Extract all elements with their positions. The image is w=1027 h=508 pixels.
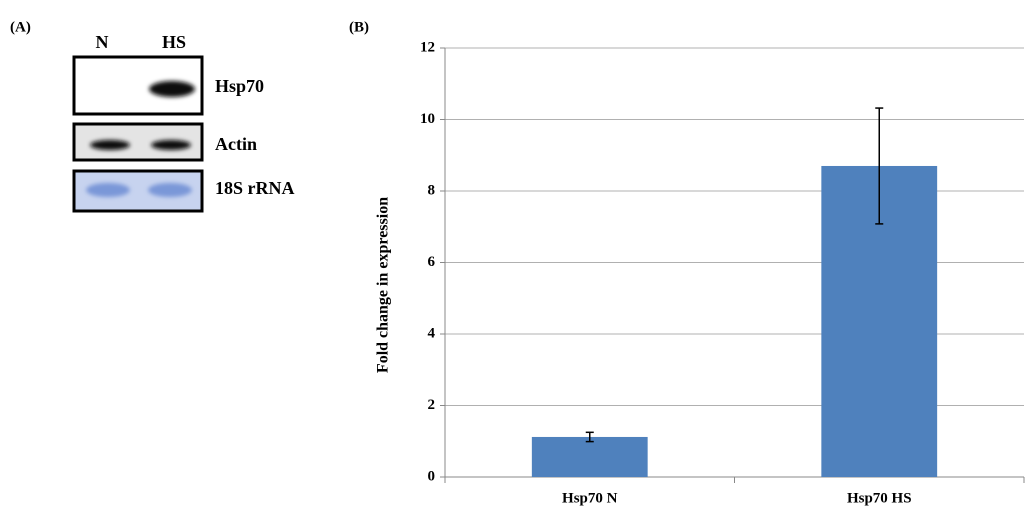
blot-band (90, 140, 130, 150)
lane-label: HS (162, 32, 186, 52)
x-tick-label: Hsp70 N (562, 490, 618, 506)
panel-label: (B) (349, 19, 369, 35)
lane-label: N (96, 32, 109, 52)
page: (A) N HS Hsp70 Actin 18S rRNA (B) Fold c… (0, 0, 1027, 508)
band-label: Actin (215, 134, 257, 154)
bar (532, 437, 648, 477)
y-tick-label: 0 (428, 468, 436, 484)
y-axis-title: Fold change in expression (375, 197, 392, 373)
x-tick-label: Hsp70 HS (847, 490, 912, 506)
y-tick-label: 2 (428, 397, 436, 413)
y-tick-label: 8 (428, 182, 436, 198)
band-label: Hsp70 (215, 76, 264, 96)
blot-band (86, 183, 130, 197)
blot-band (149, 81, 195, 97)
y-tick-label: 10 (420, 111, 435, 127)
band-label: 18S rRNA (215, 178, 295, 198)
y-tick-label: 6 (428, 254, 436, 270)
y-tick-label: 12 (420, 39, 435, 55)
figure: (A) N HS Hsp70 Actin 18S rRNA (B) Fold c… (0, 0, 1027, 508)
panel-label: (A) (10, 19, 31, 35)
y-tick-label: 4 (428, 325, 436, 341)
blot-band (148, 183, 192, 197)
blot-band (151, 140, 191, 150)
